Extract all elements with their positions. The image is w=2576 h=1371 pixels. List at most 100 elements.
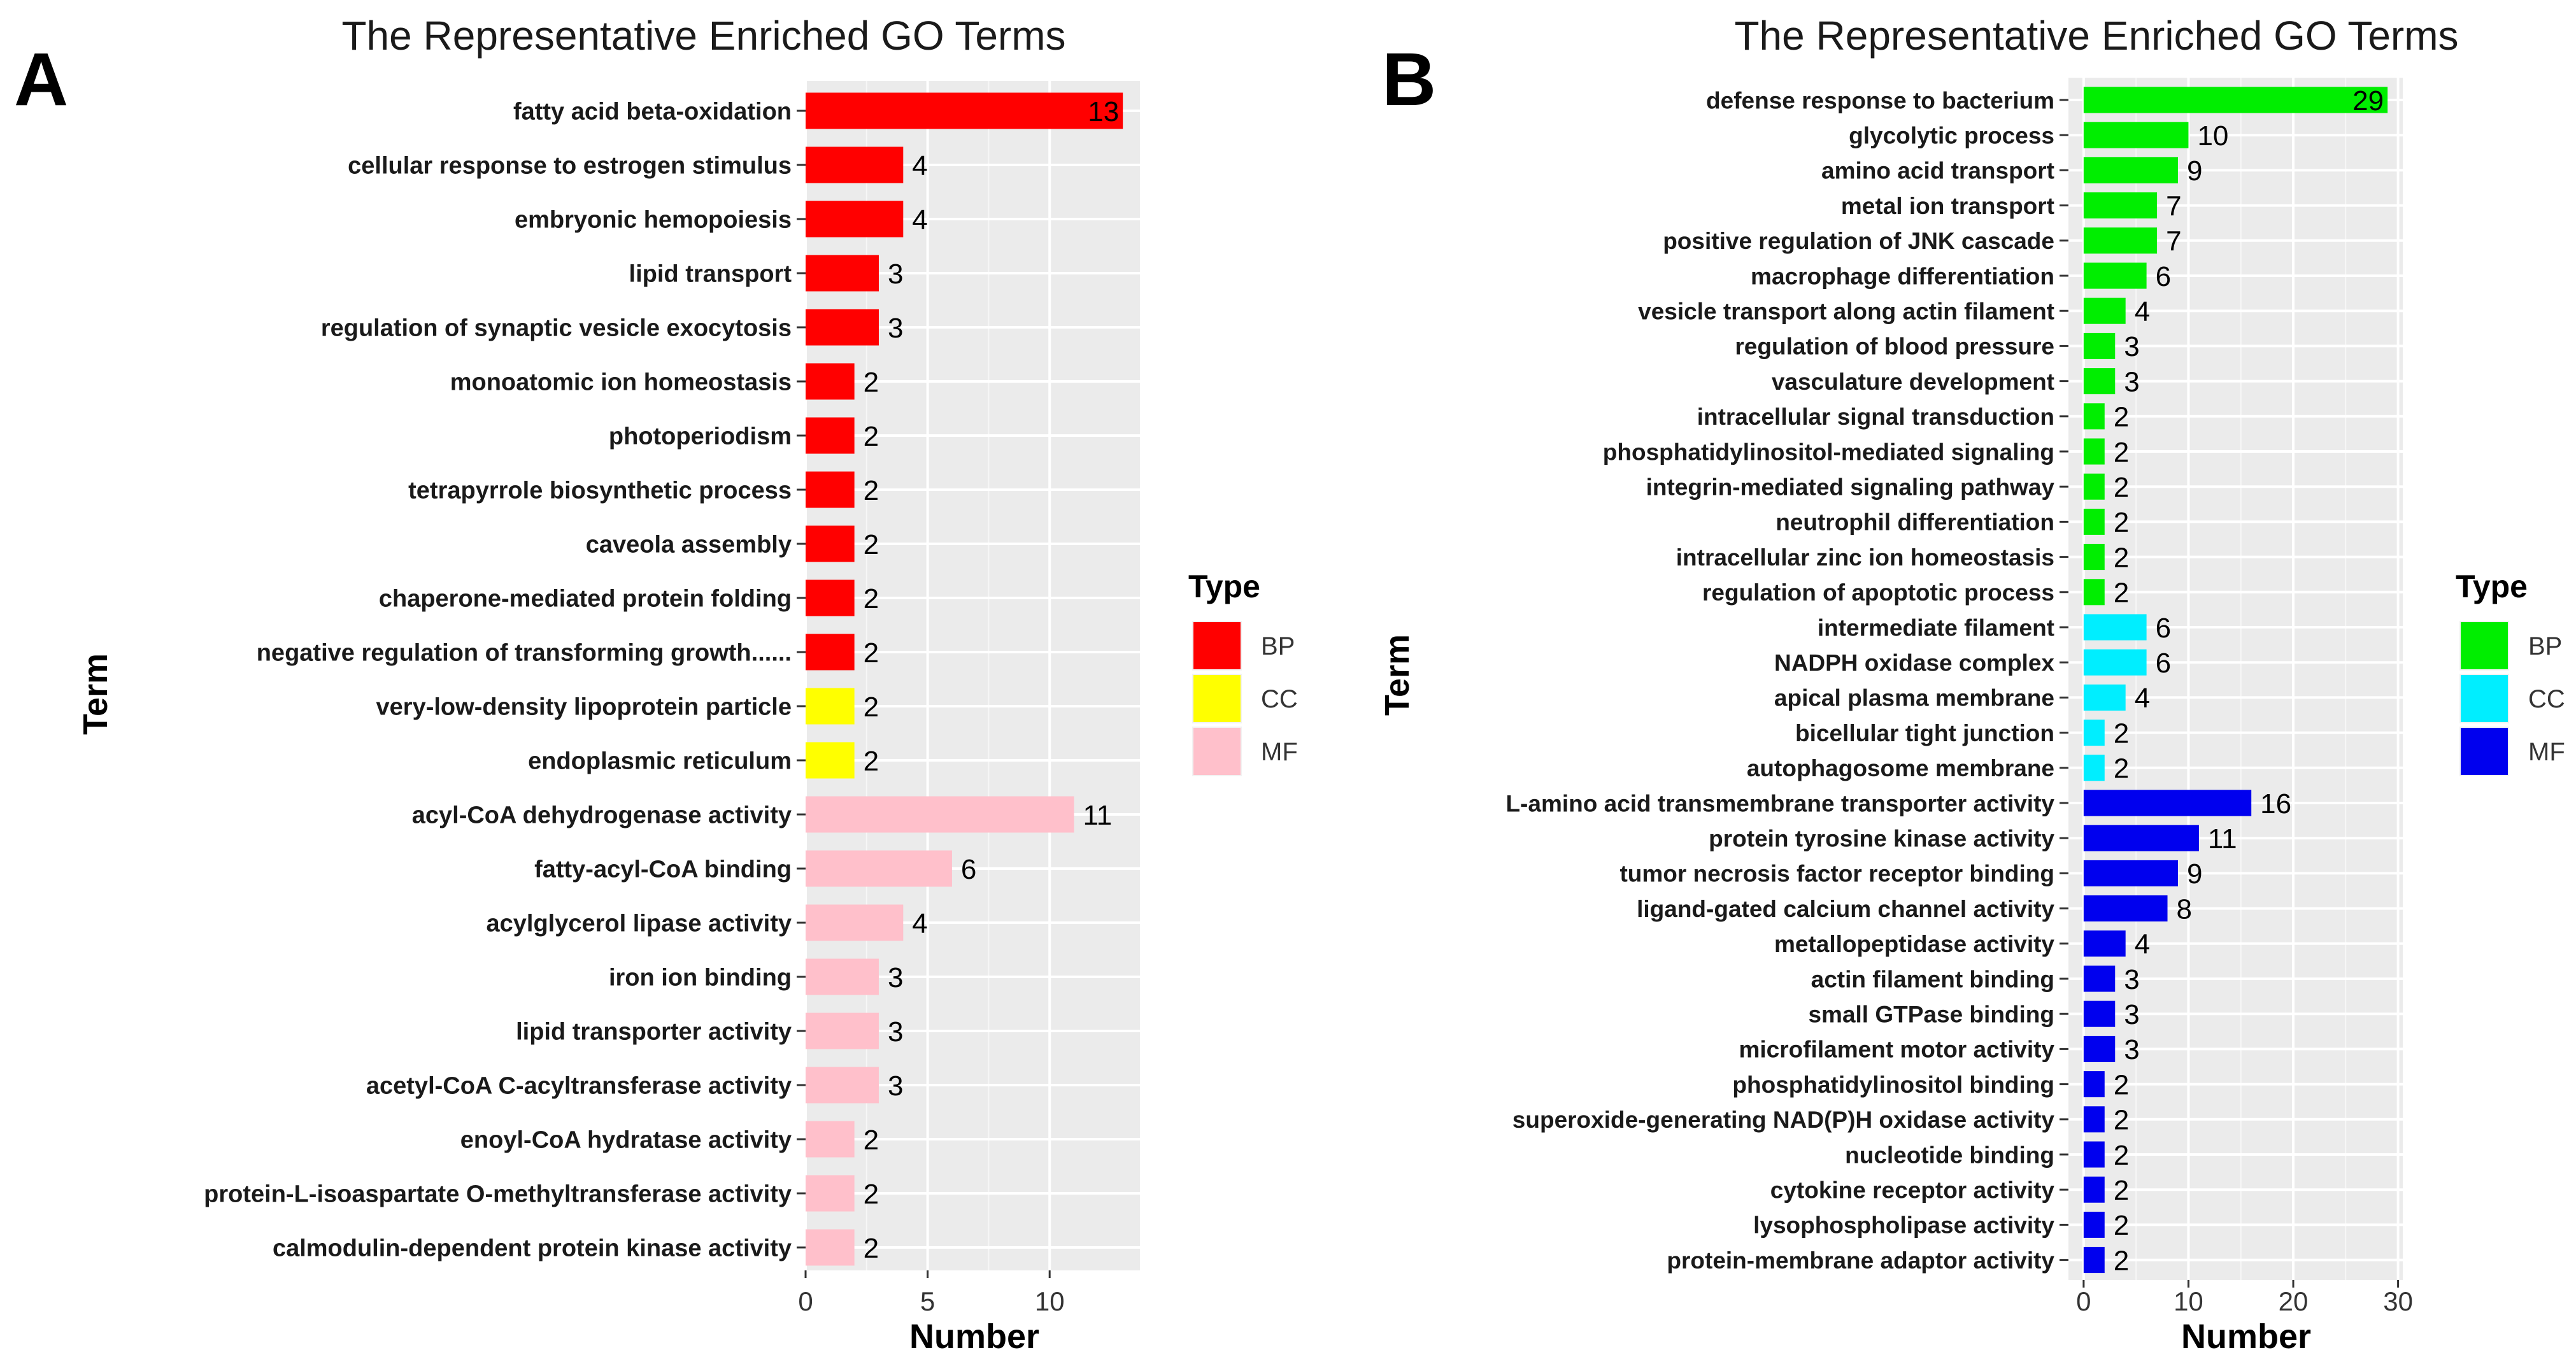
bar-value-label: 7 (2166, 226, 2181, 257)
bar-value-label: 2 (864, 692, 879, 723)
bar (2083, 755, 2105, 781)
bar-value-label: 13 (1088, 96, 1119, 127)
bar (806, 201, 904, 238)
x-tick-label: 0 (798, 1286, 813, 1316)
bar-value-label: 2 (2114, 753, 2129, 785)
bar (2083, 438, 2105, 465)
term-label: microfilament motor activity (1739, 1037, 2054, 1063)
term-label: protein-membrane adaptor activity (1667, 1247, 2054, 1274)
term-label: superoxide-generating NAD(P)H oxidase ac… (1512, 1107, 2055, 1133)
bar (806, 796, 1074, 833)
term-label: protein-L-isoaspartate O-methyltransfera… (204, 1181, 792, 1208)
bar-value-label: 3 (888, 1070, 903, 1102)
x-ticks-b: 0 10 20 30 (2076, 1280, 2413, 1316)
bar-value-label: 2 (864, 1233, 879, 1264)
bar-value-label: 2 (864, 583, 879, 614)
bar-value-label: 2 (2114, 472, 2129, 503)
term-label: monoatomic ion homeostasis (450, 369, 792, 396)
term-label: amino acid transport (1821, 158, 2054, 184)
bar-value-label: 4 (2135, 683, 2150, 714)
legend-swatch (1193, 675, 1241, 722)
panel-a: A The Representative Enriched GO Terms 1… (14, 13, 1298, 1356)
bar (2083, 790, 2252, 816)
bar (2083, 720, 2105, 746)
bar-value-label: 7 (2166, 190, 2181, 222)
legend-swatch (2461, 622, 2508, 669)
term-label: bicellular tight junction (1795, 720, 2054, 746)
legend-label: CC (1261, 685, 1298, 713)
bar-value-label: 4 (912, 150, 927, 181)
bar (2083, 87, 2388, 113)
term-label: tumor necrosis factor receptor binding (1619, 861, 2054, 887)
bar (806, 850, 952, 887)
bar-value-label: 2 (864, 367, 879, 398)
legend-label: MF (2528, 738, 2565, 766)
bar-value-label: 2 (2114, 1210, 2129, 1241)
bar (2083, 1176, 2105, 1203)
term-label: actin filament binding (1811, 966, 2054, 992)
bar (2083, 122, 2189, 148)
bar (2083, 1211, 2105, 1238)
bar (2083, 895, 2168, 922)
term-label: enoyl-CoA hydratase activity (460, 1127, 792, 1154)
bar (2083, 157, 2178, 183)
bar (2083, 262, 2147, 289)
bar (2083, 614, 2147, 641)
bar-value-label: 2 (2114, 1175, 2129, 1206)
term-label: very-low-density lipoprotein particle (376, 694, 792, 721)
bar-value-label: 2 (2114, 402, 2129, 433)
term-label: regulation of synaptic vesicle exocytosi… (321, 315, 792, 342)
y-axis-title-a: Term (76, 653, 115, 735)
bar (2083, 649, 2147, 676)
bar (806, 904, 904, 941)
panel-b: B The Representative Enriched GO Terms 2… (1378, 13, 2565, 1356)
bar-value-label: 3 (2124, 964, 2139, 995)
term-label: apical plasma membrane (1774, 685, 2054, 711)
bar (2083, 544, 2105, 571)
term-label: tetrapyrrole biosynthetic process (408, 478, 792, 504)
term-label: regulation of apoptotic process (1702, 579, 2054, 606)
x-axis-title-a: Number (909, 1318, 1039, 1356)
term-label: chaperone-mediated protein folding (379, 586, 792, 613)
bar (806, 363, 855, 400)
bar (2083, 227, 2158, 254)
term-label: acylglycerol lipase activity (487, 911, 792, 937)
legend-title-a: Type (1188, 569, 1260, 604)
bar-value-label: 2 (2114, 1245, 2129, 1276)
bar-value-label: 6 (961, 854, 976, 885)
bar (2083, 1000, 2116, 1027)
bar (2083, 1141, 2105, 1168)
bar-value-label: 2 (2114, 1105, 2129, 1136)
legend-b: Type BP CC MF (2456, 569, 2565, 776)
bar-value-label: 2 (2114, 718, 2129, 749)
bar (2083, 508, 2105, 535)
bar (2083, 684, 2126, 711)
x-ticks-a: 0 5 10 (798, 1270, 1065, 1316)
gridlines-b (2068, 78, 2403, 1280)
term-label: fatty acid beta-oxidation (513, 99, 792, 125)
bar (2083, 860, 2178, 886)
term-label: autophagosome membrane (1747, 755, 2054, 781)
bar-value-label: 6 (2156, 648, 2171, 679)
term-label: ligand-gated calcium channel activity (1637, 896, 2054, 922)
bar-value-label: 3 (888, 259, 903, 290)
bar-value-label: 3 (2124, 999, 2139, 1030)
bar (806, 579, 855, 616)
term-label: small GTPase binding (1808, 1002, 2054, 1028)
bar (806, 1121, 855, 1158)
term-label: endoplasmic reticulum (528, 748, 792, 775)
bar (806, 417, 855, 454)
legend-label: MF (1261, 738, 1298, 766)
bar (806, 1229, 855, 1266)
term-label: intracellular signal transduction (1697, 404, 2054, 430)
legend-swatch (2461, 675, 2508, 722)
bar (2083, 332, 2116, 359)
bar-value-label: 3 (888, 313, 903, 344)
bar-value-label: 2 (2114, 1069, 2129, 1100)
x-tick-label: 5 (920, 1286, 935, 1316)
term-label: regulation of blood pressure (1735, 334, 2054, 360)
bar-value-label: 2 (864, 637, 879, 669)
bar (806, 146, 904, 183)
bar-value-label: 2 (864, 1125, 879, 1156)
